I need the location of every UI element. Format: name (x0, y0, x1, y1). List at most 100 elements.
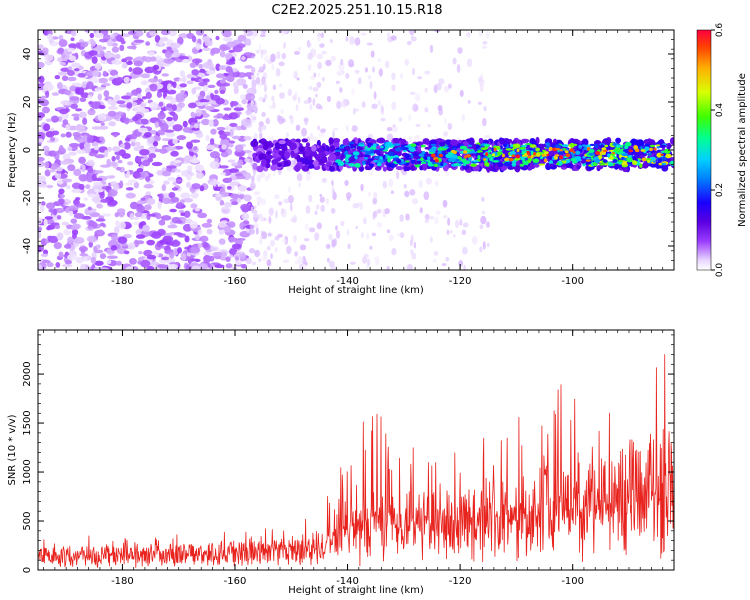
spectrogram-cell (83, 141, 91, 150)
spectrogram-cell (233, 86, 239, 95)
spectrogram-cell (370, 50, 375, 58)
snr-plot: -180 -160 -140 -120 -100 0 500 1000 1500 2000 He… (7, 329, 675, 596)
spectrogram-cell (90, 101, 102, 110)
spectrogram-cell (509, 150, 516, 156)
spectrogram-cell (309, 103, 313, 111)
spectrogram-cell (359, 153, 364, 158)
spectrogram-cell (38, 181, 45, 188)
spectrogram-cell (106, 259, 112, 265)
spectrogram-cell (434, 216, 439, 225)
spectrogram-cell (133, 39, 145, 43)
spectrogram-cell (366, 258, 371, 267)
spectrogram-cell (360, 32, 367, 36)
spectrogram-cell (169, 111, 176, 116)
spectrogram-cell (75, 108, 83, 112)
spectrogram-cell (594, 143, 599, 149)
spectrogram-cell (88, 220, 95, 227)
spectrogram-cell (427, 123, 432, 128)
spectrogram-cell (145, 91, 152, 100)
spectrogram-cell (252, 162, 258, 171)
spectrogram-cell (283, 160, 289, 167)
spectrogram-cell (307, 52, 313, 60)
spectrogram-cell (306, 42, 312, 48)
spectrogram-x-tick-label: -100 (561, 276, 584, 287)
spectrogram-cell (274, 194, 280, 200)
spectrogram-cell (73, 213, 85, 219)
spectrogram-cell (387, 151, 395, 156)
spectrogram-cell (391, 72, 396, 81)
spectrogram-cell (258, 153, 266, 161)
spectrogram-cell (169, 240, 181, 247)
spectrogram-cell (358, 144, 365, 147)
spectrogram-cell (120, 33, 131, 38)
spectrogram-cell (202, 78, 210, 83)
spectrogram-cell (612, 151, 616, 155)
spectrogram-cell (54, 75, 61, 80)
spectrogram-cell (146, 239, 155, 246)
spectrogram-cell (42, 83, 54, 92)
spectrogram-cell (502, 143, 508, 148)
spectrogram-cell (274, 247, 278, 253)
spectrogram-cell (646, 159, 651, 163)
spectrogram-cell (159, 148, 168, 154)
spectrogram-cell (80, 132, 90, 137)
spectrogram-cell (168, 30, 177, 37)
spectrogram-cell (330, 55, 336, 62)
spectrogram-cell (444, 117, 447, 125)
spectrogram-cell (351, 88, 356, 96)
spectrogram-cell (450, 139, 457, 147)
spectrogram-cell (116, 111, 124, 116)
spectrogram-cell (132, 67, 144, 75)
spectrogram-cell (189, 62, 196, 69)
spectrogram-cell (191, 35, 197, 43)
spectrogram-cell (112, 146, 121, 152)
spectrogram-cell (146, 254, 157, 260)
spectrogram-cell (453, 150, 457, 155)
snr-x-tick-label: -160 (224, 576, 247, 587)
spectrogram-cell (154, 121, 160, 129)
spectrogram-cell (191, 87, 197, 95)
spectrogram-cell (599, 151, 603, 156)
spectrogram-cell (519, 146, 526, 150)
spectrogram-cell (377, 99, 381, 106)
snr-y-tick-label: 1500 (22, 410, 33, 435)
spectrogram-cell (39, 205, 45, 213)
spectrogram-cell (78, 111, 87, 119)
spectrogram-cell (85, 161, 96, 167)
spectrogram-cell (363, 154, 370, 157)
spectrogram-cell (445, 256, 450, 262)
spectrogram-cell (236, 175, 246, 180)
spectrogram-cell (306, 170, 311, 175)
spectrogram-cell (410, 143, 417, 147)
colorbar-ticks: 0.0 0.2 0.4 0.6 (711, 23, 725, 277)
spectrogram-cell (151, 231, 162, 239)
spectrogram-cell (399, 73, 404, 80)
spectrogram-cell (257, 125, 263, 133)
spectrogram-cell (287, 186, 291, 193)
spectrogram-cell (94, 46, 104, 52)
spectrogram-cell (98, 267, 110, 270)
spectrogram-cell (316, 222, 323, 230)
spectrogram-cell (88, 152, 97, 157)
spectrogram-cell (79, 97, 87, 103)
spectrogram-cell (253, 30, 258, 37)
spectrogram-cell (175, 169, 182, 173)
spectrogram-cell (100, 122, 105, 126)
snr-x-tick-label: -180 (111, 576, 134, 587)
spectrogram-cell (158, 219, 166, 226)
spectrogram-cell (395, 165, 404, 171)
spectrogram-cell (317, 125, 320, 131)
spectrogram-cell (423, 191, 430, 201)
spectrogram-cell (234, 144, 244, 152)
spectrogram-cell (65, 207, 70, 214)
spectrogram-cell (293, 50, 301, 55)
spectrogram-cell (483, 144, 491, 147)
spectrogram-cell (405, 213, 410, 221)
spectrogram-cell (664, 153, 672, 159)
spectrogram-cell (373, 210, 378, 218)
spectrogram-cell (260, 49, 264, 54)
spectrogram-cell (80, 41, 89, 48)
spectrogram-cell (39, 99, 50, 107)
spectrogram-cell (111, 233, 118, 242)
spectrogram-cell (261, 111, 266, 117)
